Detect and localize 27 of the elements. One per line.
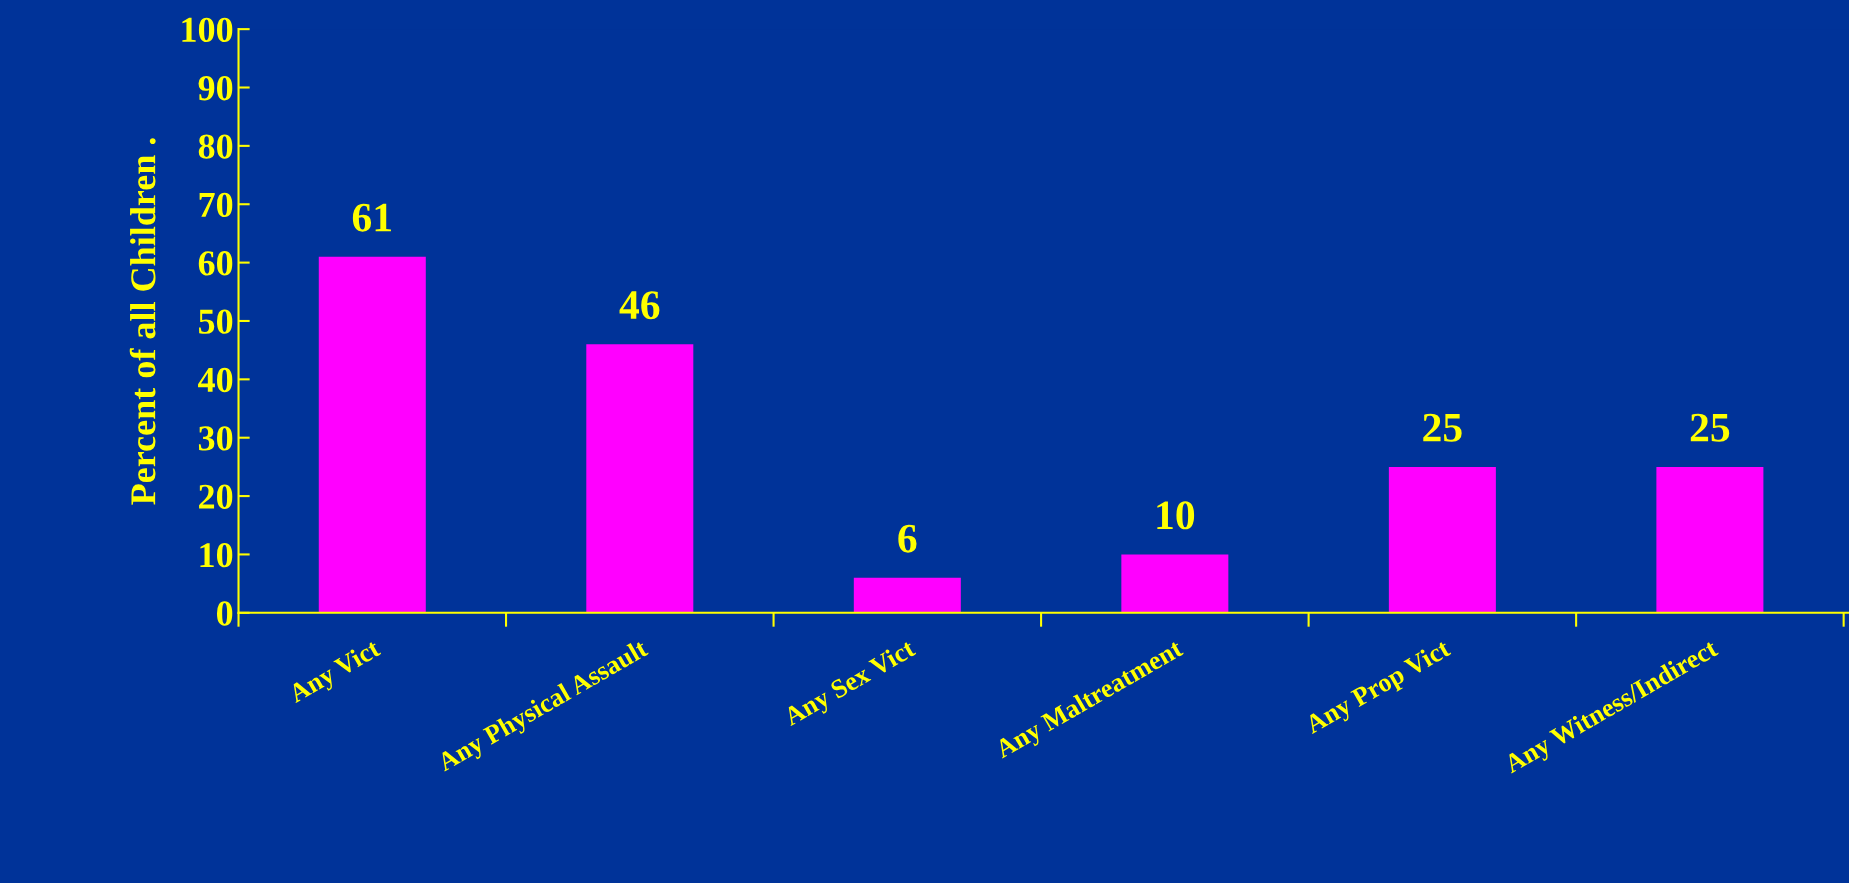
- bar: [1388, 466, 1496, 613]
- data-label: 61: [352, 203, 391, 232]
- y-tick-label: 50: [198, 309, 233, 334]
- y-tick-label: 20: [199, 484, 233, 509]
- y-tick-label: 40: [198, 367, 233, 393]
- data-label: 25: [1423, 413, 1462, 442]
- y-tick-label: 70: [199, 192, 233, 218]
- y-tick-label: 80: [198, 134, 233, 159]
- y-tick-label: 90: [198, 76, 233, 101]
- x-tick-label: Any Sex Vict: [781, 637, 920, 732]
- y-axis-title: Percent of all Children .: [129, 138, 156, 505]
- y-tick-label: 60: [198, 251, 233, 276]
- bar: [1121, 554, 1229, 613]
- data-label: 6: [898, 524, 917, 553]
- bar: [853, 577, 961, 613]
- x-tick-label: Any Prop Vict: [1303, 637, 1455, 739]
- y-tick-label: 30: [198, 426, 233, 451]
- bar: [318, 256, 426, 613]
- data-label: 25: [1690, 413, 1730, 442]
- bar: [1656, 466, 1764, 613]
- y-tick-label: 100: [182, 17, 233, 43]
- y-tick-label: 0: [216, 601, 233, 626]
- data-label: 10: [1157, 501, 1195, 530]
- bar: [586, 344, 694, 613]
- data-label: 46: [619, 291, 660, 320]
- x-tick-label: Any Vict: [286, 637, 385, 708]
- y-tick-label: 10: [200, 542, 233, 568]
